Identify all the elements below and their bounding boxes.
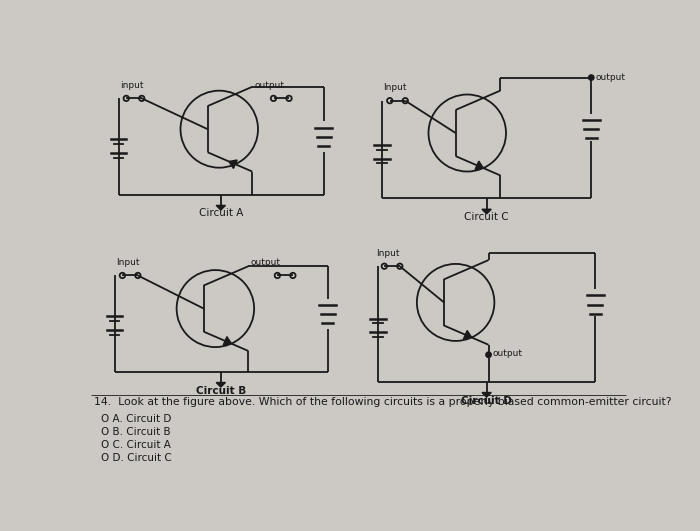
- Text: output: output: [492, 349, 522, 357]
- Polygon shape: [482, 392, 491, 397]
- Text: Input: Input: [116, 258, 140, 267]
- Polygon shape: [223, 337, 232, 345]
- Polygon shape: [482, 209, 491, 214]
- Text: Circuit C: Circuit C: [464, 212, 509, 222]
- Text: 14.  Look at the figure above. Which of the following circuits is a properly bia: 14. Look at the figure above. Which of t…: [94, 397, 671, 407]
- Circle shape: [486, 352, 491, 357]
- Text: output: output: [254, 81, 284, 90]
- Text: Input: Input: [377, 249, 400, 258]
- Text: O C. Circuit A: O C. Circuit A: [102, 440, 172, 450]
- Text: Input: Input: [384, 83, 407, 92]
- Circle shape: [589, 75, 594, 80]
- Text: O A. Circuit D: O A. Circuit D: [102, 414, 172, 424]
- Text: input: input: [120, 81, 144, 90]
- Polygon shape: [216, 205, 225, 210]
- Polygon shape: [229, 160, 237, 168]
- Polygon shape: [463, 330, 472, 339]
- Text: Circuit D: Circuit D: [461, 396, 512, 406]
- Polygon shape: [216, 382, 225, 387]
- Text: Circuit A: Circuit A: [199, 209, 243, 218]
- Text: O B. Circuit B: O B. Circuit B: [102, 427, 171, 437]
- Polygon shape: [475, 161, 483, 169]
- Text: output: output: [251, 258, 280, 267]
- Text: O D. Circuit C: O D. Circuit C: [102, 453, 172, 464]
- Text: Circuit B: Circuit B: [196, 386, 246, 396]
- Text: output: output: [595, 73, 625, 82]
